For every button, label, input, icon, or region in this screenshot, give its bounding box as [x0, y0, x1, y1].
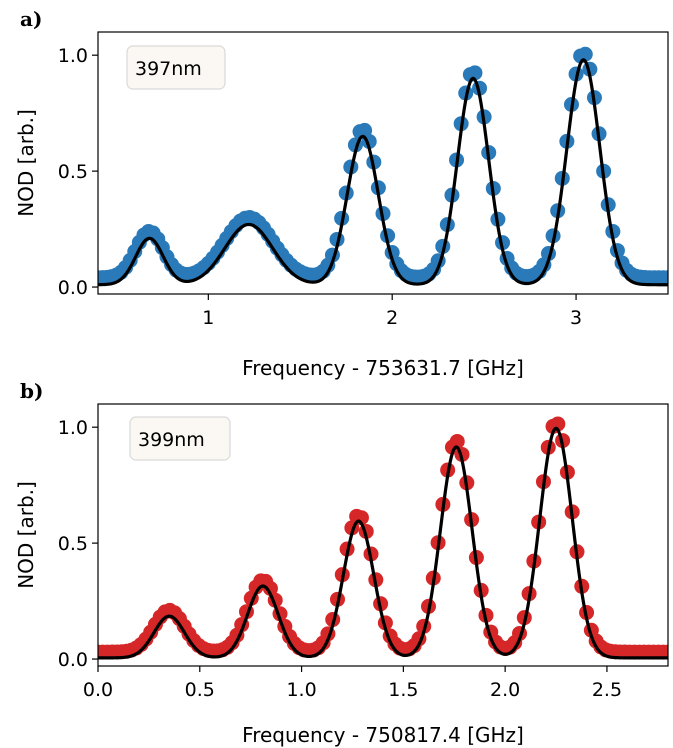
panel-b-legend: 399nm	[129, 416, 231, 461]
panel-a-legend: 397nm	[126, 45, 226, 90]
panel-a-y-tick-label: 0.5	[58, 161, 88, 183]
panel-b-data-point	[262, 580, 278, 596]
panel-b-x-tick-label: 2.0	[490, 679, 520, 701]
panel-b-x-ticks: 0.0 0.5 1.0 1.5 2.0 2.5	[83, 666, 622, 701]
panel-b-fit-line	[98, 426, 668, 660]
panel-a-data-point	[660, 270, 668, 286]
panel-b-plot-frame	[97, 403, 669, 667]
panel-b-y-tick-label: 1.0	[58, 417, 88, 439]
panel-a-fit-line	[98, 58, 668, 287]
panel-b-x-axis-label: Frequency - 750817.4 [GHz]	[242, 723, 524, 747]
panel-a-legend-label: 397nm	[135, 58, 202, 80]
panel-b-data-point	[449, 433, 465, 449]
panel-b-legend-box	[129, 416, 231, 461]
panel-a-x-axis-label: Frequency - 753631.7 [GHz]	[242, 356, 524, 380]
panel-a: a) 1 2 3 0.0 0.5 1.0 397nm Frequency - 75363…	[14, 7, 669, 380]
panel-b-y-axis-label: NOD [arb.]	[14, 481, 38, 589]
panel-b-x-tick-label: 0.5	[185, 679, 215, 701]
panel-b-legend-label: 399nm	[138, 429, 205, 451]
panel-a-x-tick-label: 3	[570, 307, 582, 329]
panel-a-y-ticks: 0.0 0.5 1.0	[58, 45, 98, 299]
panel-a-letter: a)	[20, 7, 42, 31]
panel-a-plot-frame	[97, 31, 669, 295]
panel-a-legend-box	[126, 45, 226, 90]
panel-a-x-ticks: 1 2 3	[202, 294, 582, 329]
panel-b-letter: b)	[20, 379, 43, 403]
panel-b-data-points	[98, 416, 668, 660]
panel-b-data-point	[660, 644, 668, 660]
panel-a-y-tick-label: 1.0	[58, 45, 88, 67]
panel-a-x-tick-label: 1	[202, 307, 214, 329]
panel-b-x-tick-label: 1.0	[286, 679, 316, 701]
panel-b-y-ticks: 0.0 0.5 1.0	[58, 417, 98, 671]
panel-a-y-tick-label: 0.0	[58, 277, 88, 299]
panel-b: b) 0.0 0.5 1.0 1.5 2.0 2.5 0.0 0.5 1.0 399nm Fr…	[14, 379, 669, 747]
panel-b-y-tick-label: 0.0	[58, 649, 88, 671]
panel-b-x-tick-label: 1.5	[388, 679, 418, 701]
panel-b-y-tick-label: 0.5	[58, 533, 88, 555]
panel-a-data-point	[577, 46, 593, 62]
panel-a-y-axis-label: NOD [arb.]	[14, 109, 38, 217]
panel-a-data-point	[467, 65, 483, 81]
panel-a-x-tick-label: 2	[386, 307, 398, 329]
panel-b-x-tick-label: 0.0	[83, 679, 113, 701]
panel-b-x-tick-label: 2.5	[592, 679, 622, 701]
